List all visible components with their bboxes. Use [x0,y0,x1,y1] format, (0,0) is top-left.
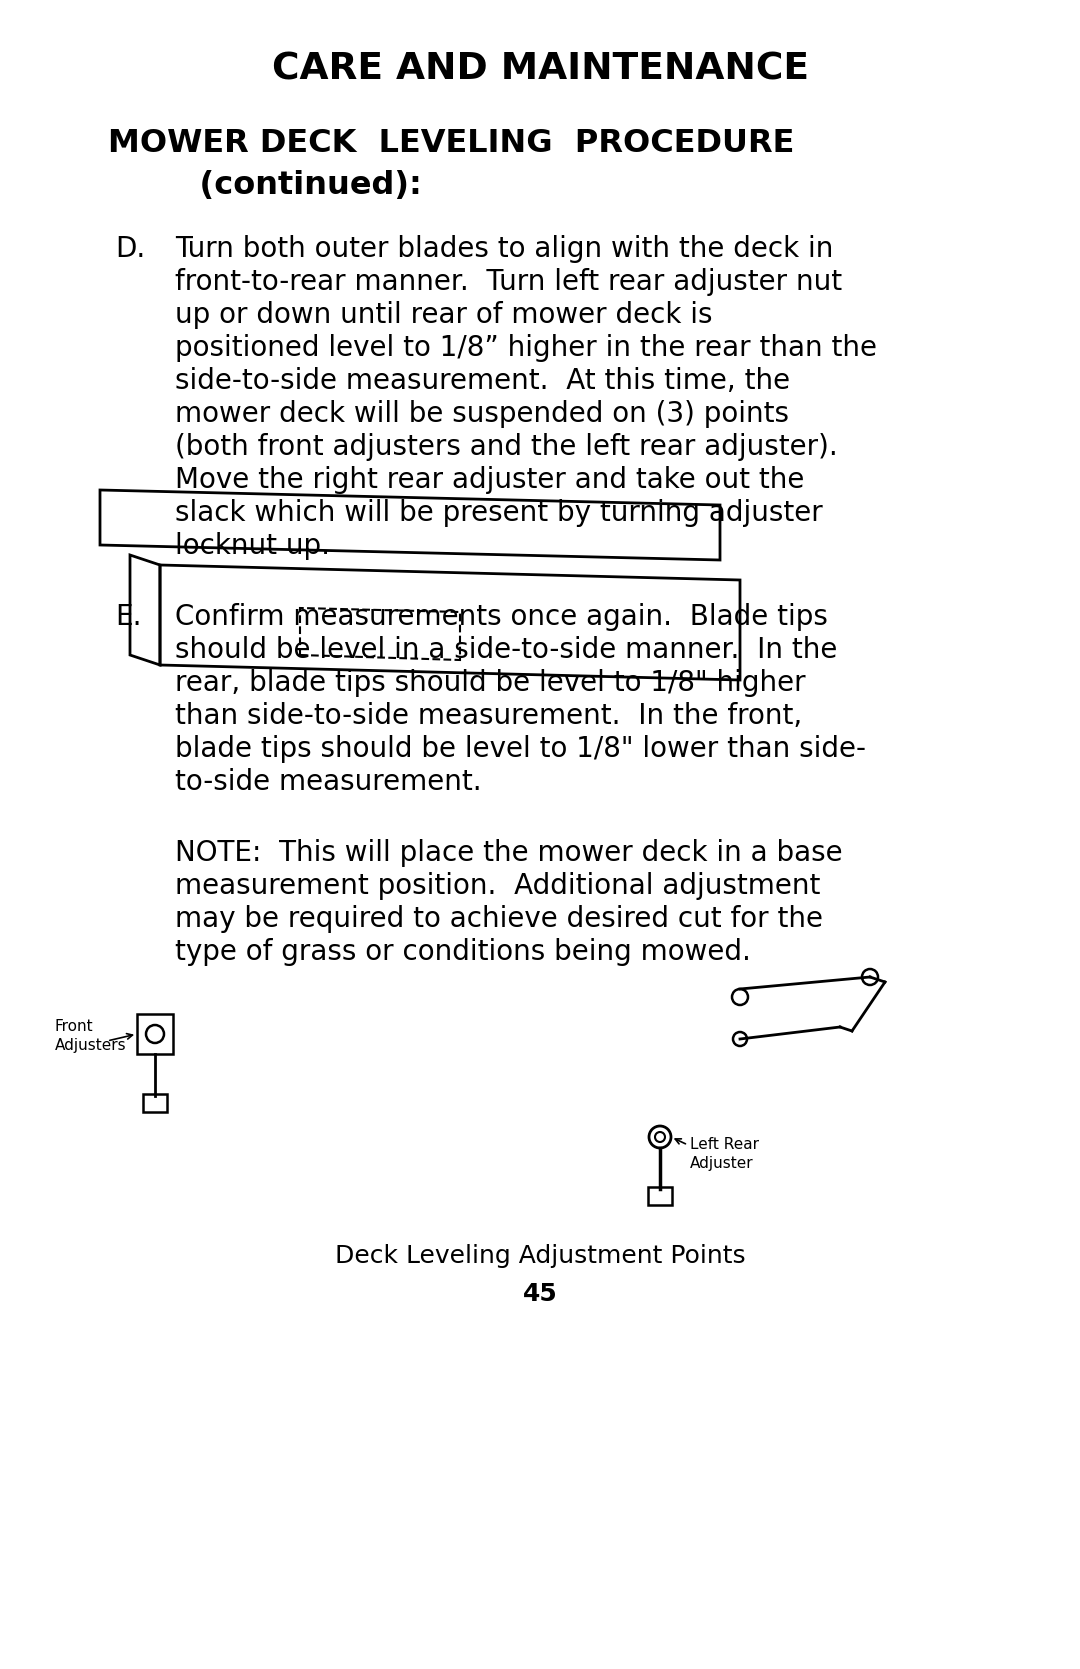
Text: should be level in a side-to-side manner.  In the: should be level in a side-to-side manner… [175,636,837,664]
Text: 45: 45 [523,1282,557,1307]
Text: Confirm measurements once again.  Blade tips: Confirm measurements once again. Blade t… [175,603,828,631]
Text: CARE AND MAINTENANCE: CARE AND MAINTENANCE [271,52,809,88]
Text: to-side measurement.: to-side measurement. [175,768,482,796]
Text: locknut up.: locknut up. [175,532,330,561]
Text: (continued):: (continued): [156,170,422,200]
Text: measurement position.  Additional adjustment: measurement position. Additional adjustm… [175,871,821,900]
Text: may be required to achieve desired cut for the: may be required to achieve desired cut f… [175,905,823,933]
Text: side-to-side measurement.  At this time, the: side-to-side measurement. At this time, … [175,367,791,396]
Text: than side-to-side measurement.  In the front,: than side-to-side measurement. In the fr… [175,703,802,729]
Text: rear, blade tips should be level to 1/8" higher: rear, blade tips should be level to 1/8"… [175,669,806,698]
Text: D.: D. [114,235,145,264]
Text: (both front adjusters and the left rear adjuster).: (both front adjusters and the left rear … [175,432,838,461]
Text: Front
Adjusters: Front Adjusters [55,1020,126,1053]
Text: Left Rear
Adjuster: Left Rear Adjuster [690,1137,759,1170]
Text: Move the right rear adjuster and take out the: Move the right rear adjuster and take ou… [175,466,805,494]
Text: type of grass or conditions being mowed.: type of grass or conditions being mowed. [175,938,751,966]
Text: MOWER DECK  LEVELING  PROCEDURE: MOWER DECK LEVELING PROCEDURE [108,129,795,159]
Text: NOTE:  This will place the mower deck in a base: NOTE: This will place the mower deck in … [175,840,842,866]
Text: front-to-rear manner.  Turn left rear adjuster nut: front-to-rear manner. Turn left rear adj… [175,269,842,295]
Text: Turn both outer blades to align with the deck in: Turn both outer blades to align with the… [175,235,834,264]
Text: slack which will be present by turning adjuster: slack which will be present by turning a… [175,499,823,527]
Text: positioned level to 1/8” higher in the rear than the: positioned level to 1/8” higher in the r… [175,334,877,362]
Text: up or down until rear of mower deck is: up or down until rear of mower deck is [175,300,713,329]
Text: mower deck will be suspended on (3) points: mower deck will be suspended on (3) poin… [175,401,789,427]
Text: E.: E. [114,603,141,631]
Text: Deck Leveling Adjustment Points: Deck Leveling Adjustment Points [335,1243,745,1268]
Text: blade tips should be level to 1/8" lower than side-: blade tips should be level to 1/8" lower… [175,734,866,763]
